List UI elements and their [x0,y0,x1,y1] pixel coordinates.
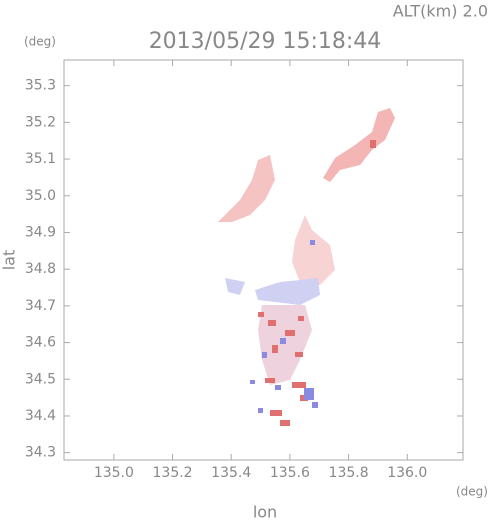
x-tick-label: 135.2 [153,465,193,481]
echo-speckles [250,240,318,413]
y-tick-label: 34.9 [25,224,56,240]
plot-frame [63,59,464,461]
y-tick-label: 35.2 [25,114,56,130]
echo-region [218,155,275,222]
y-tick-label: 34.8 [25,261,56,277]
y-tick-label: 34.6 [25,335,56,351]
x-tick-label: 135.8 [329,465,369,481]
y-tick-label: 35.1 [25,151,56,167]
y-axis-label: lat [0,250,19,271]
y-unit: (deg) [24,35,56,49]
x-tick-label: 135.6 [270,465,310,481]
x-tick-label: 136.0 [387,465,427,481]
y-tick-label: 35.0 [25,188,56,204]
y-tick-label: 34.5 [25,371,56,387]
echo-field [218,108,395,426]
x-axis-label: lon [253,503,277,521]
x-tick-label: 135.4 [211,465,251,481]
y-tick-label: 34.4 [25,408,56,424]
y-tick-label: 34.3 [25,445,56,461]
altitude-label: ALT(km) 2.0 [393,2,488,21]
y-tick-label: 34.7 [25,298,56,314]
x-tick-label: 135.0 [94,465,134,481]
echo-region [255,278,320,305]
echo-region [292,215,335,285]
y-tick-label: 35.3 [25,78,56,94]
echo-region [225,278,245,295]
x-unit: (deg) [456,485,488,499]
chart-title: 2013/05/29 15:18:44 [149,29,382,54]
echo-region [323,108,395,182]
